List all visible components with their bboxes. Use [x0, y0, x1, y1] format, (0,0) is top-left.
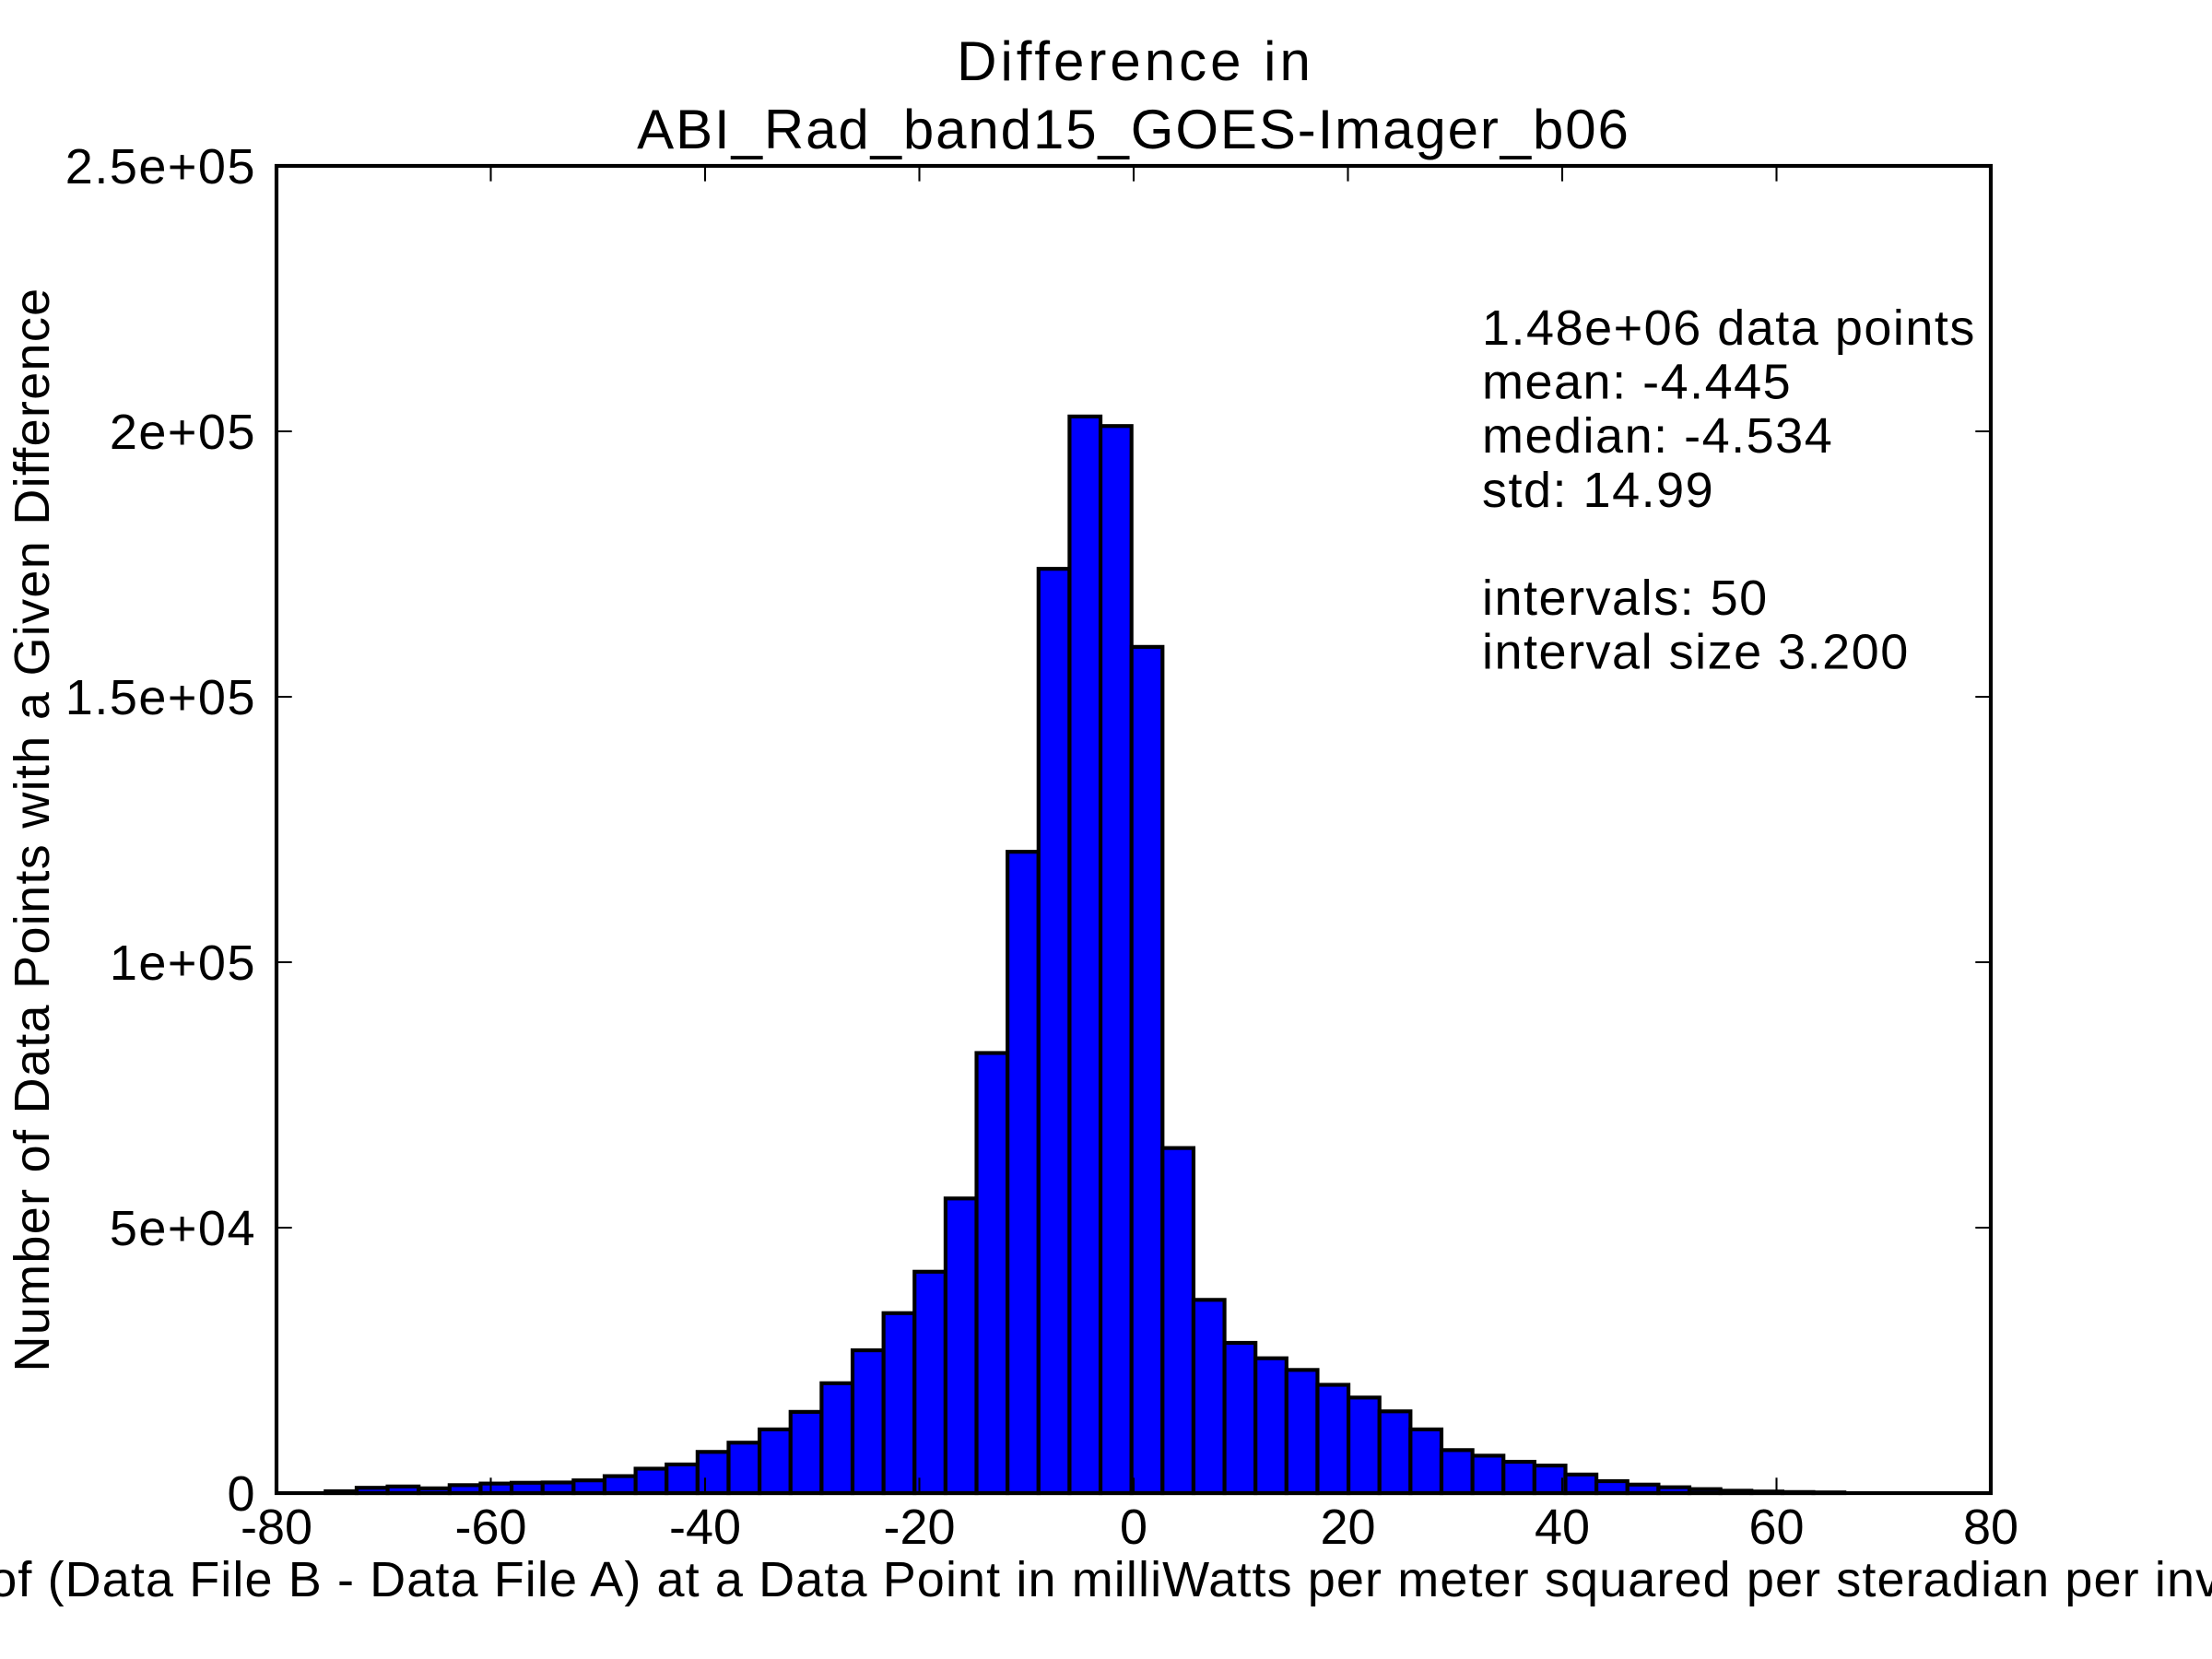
svg-text:60: 60	[1748, 1500, 1804, 1555]
svg-text:-40: -40	[669, 1500, 741, 1555]
svg-text:median: -4.534: median: -4.534	[1482, 408, 1833, 464]
svg-text:20: 20	[1320, 1500, 1375, 1555]
svg-text:std: 14.99: std: 14.99	[1482, 463, 1714, 518]
svg-text:0: 0	[1120, 1500, 1147, 1555]
svg-text:5e+04: 5e+04	[110, 1201, 256, 1256]
svg-text:40: 40	[1535, 1500, 1590, 1555]
svg-text:2.5e+05: 2.5e+05	[65, 139, 256, 194]
svg-text:interval size 3.200: interval size 3.200	[1482, 625, 1910, 680]
svg-text:-20: -20	[883, 1500, 955, 1555]
svg-text:ABI_Rad_band15_GOES-Imager_b06: ABI_Rad_band15_GOES-Imager_b06	[637, 99, 1630, 160]
svg-text:1e+05: 1e+05	[110, 935, 256, 991]
svg-text:-80: -80	[241, 1500, 312, 1555]
svg-text:1.48e+06 data points: 1.48e+06 data points	[1482, 300, 1976, 356]
svg-text:-60: -60	[454, 1500, 526, 1555]
svg-text:2e+05: 2e+05	[110, 405, 256, 460]
svg-text:Number of Data Points with a G: Number of Data Points with a Given Diffe…	[5, 287, 60, 1371]
svg-text:mean: -4.445: mean: -4.445	[1482, 355, 1792, 410]
svg-text:Difference in: Difference in	[957, 30, 1314, 92]
svg-text:80: 80	[1963, 1500, 2018, 1555]
svg-text:1.5e+05: 1.5e+05	[65, 670, 256, 725]
svg-text:intervals: 50: intervals: 50	[1482, 571, 1769, 626]
svg-text:0: 0	[227, 1466, 256, 1522]
svg-text:Difference of (Data File B - D: Difference of (Data File B - Data File A…	[0, 1552, 2212, 1607]
